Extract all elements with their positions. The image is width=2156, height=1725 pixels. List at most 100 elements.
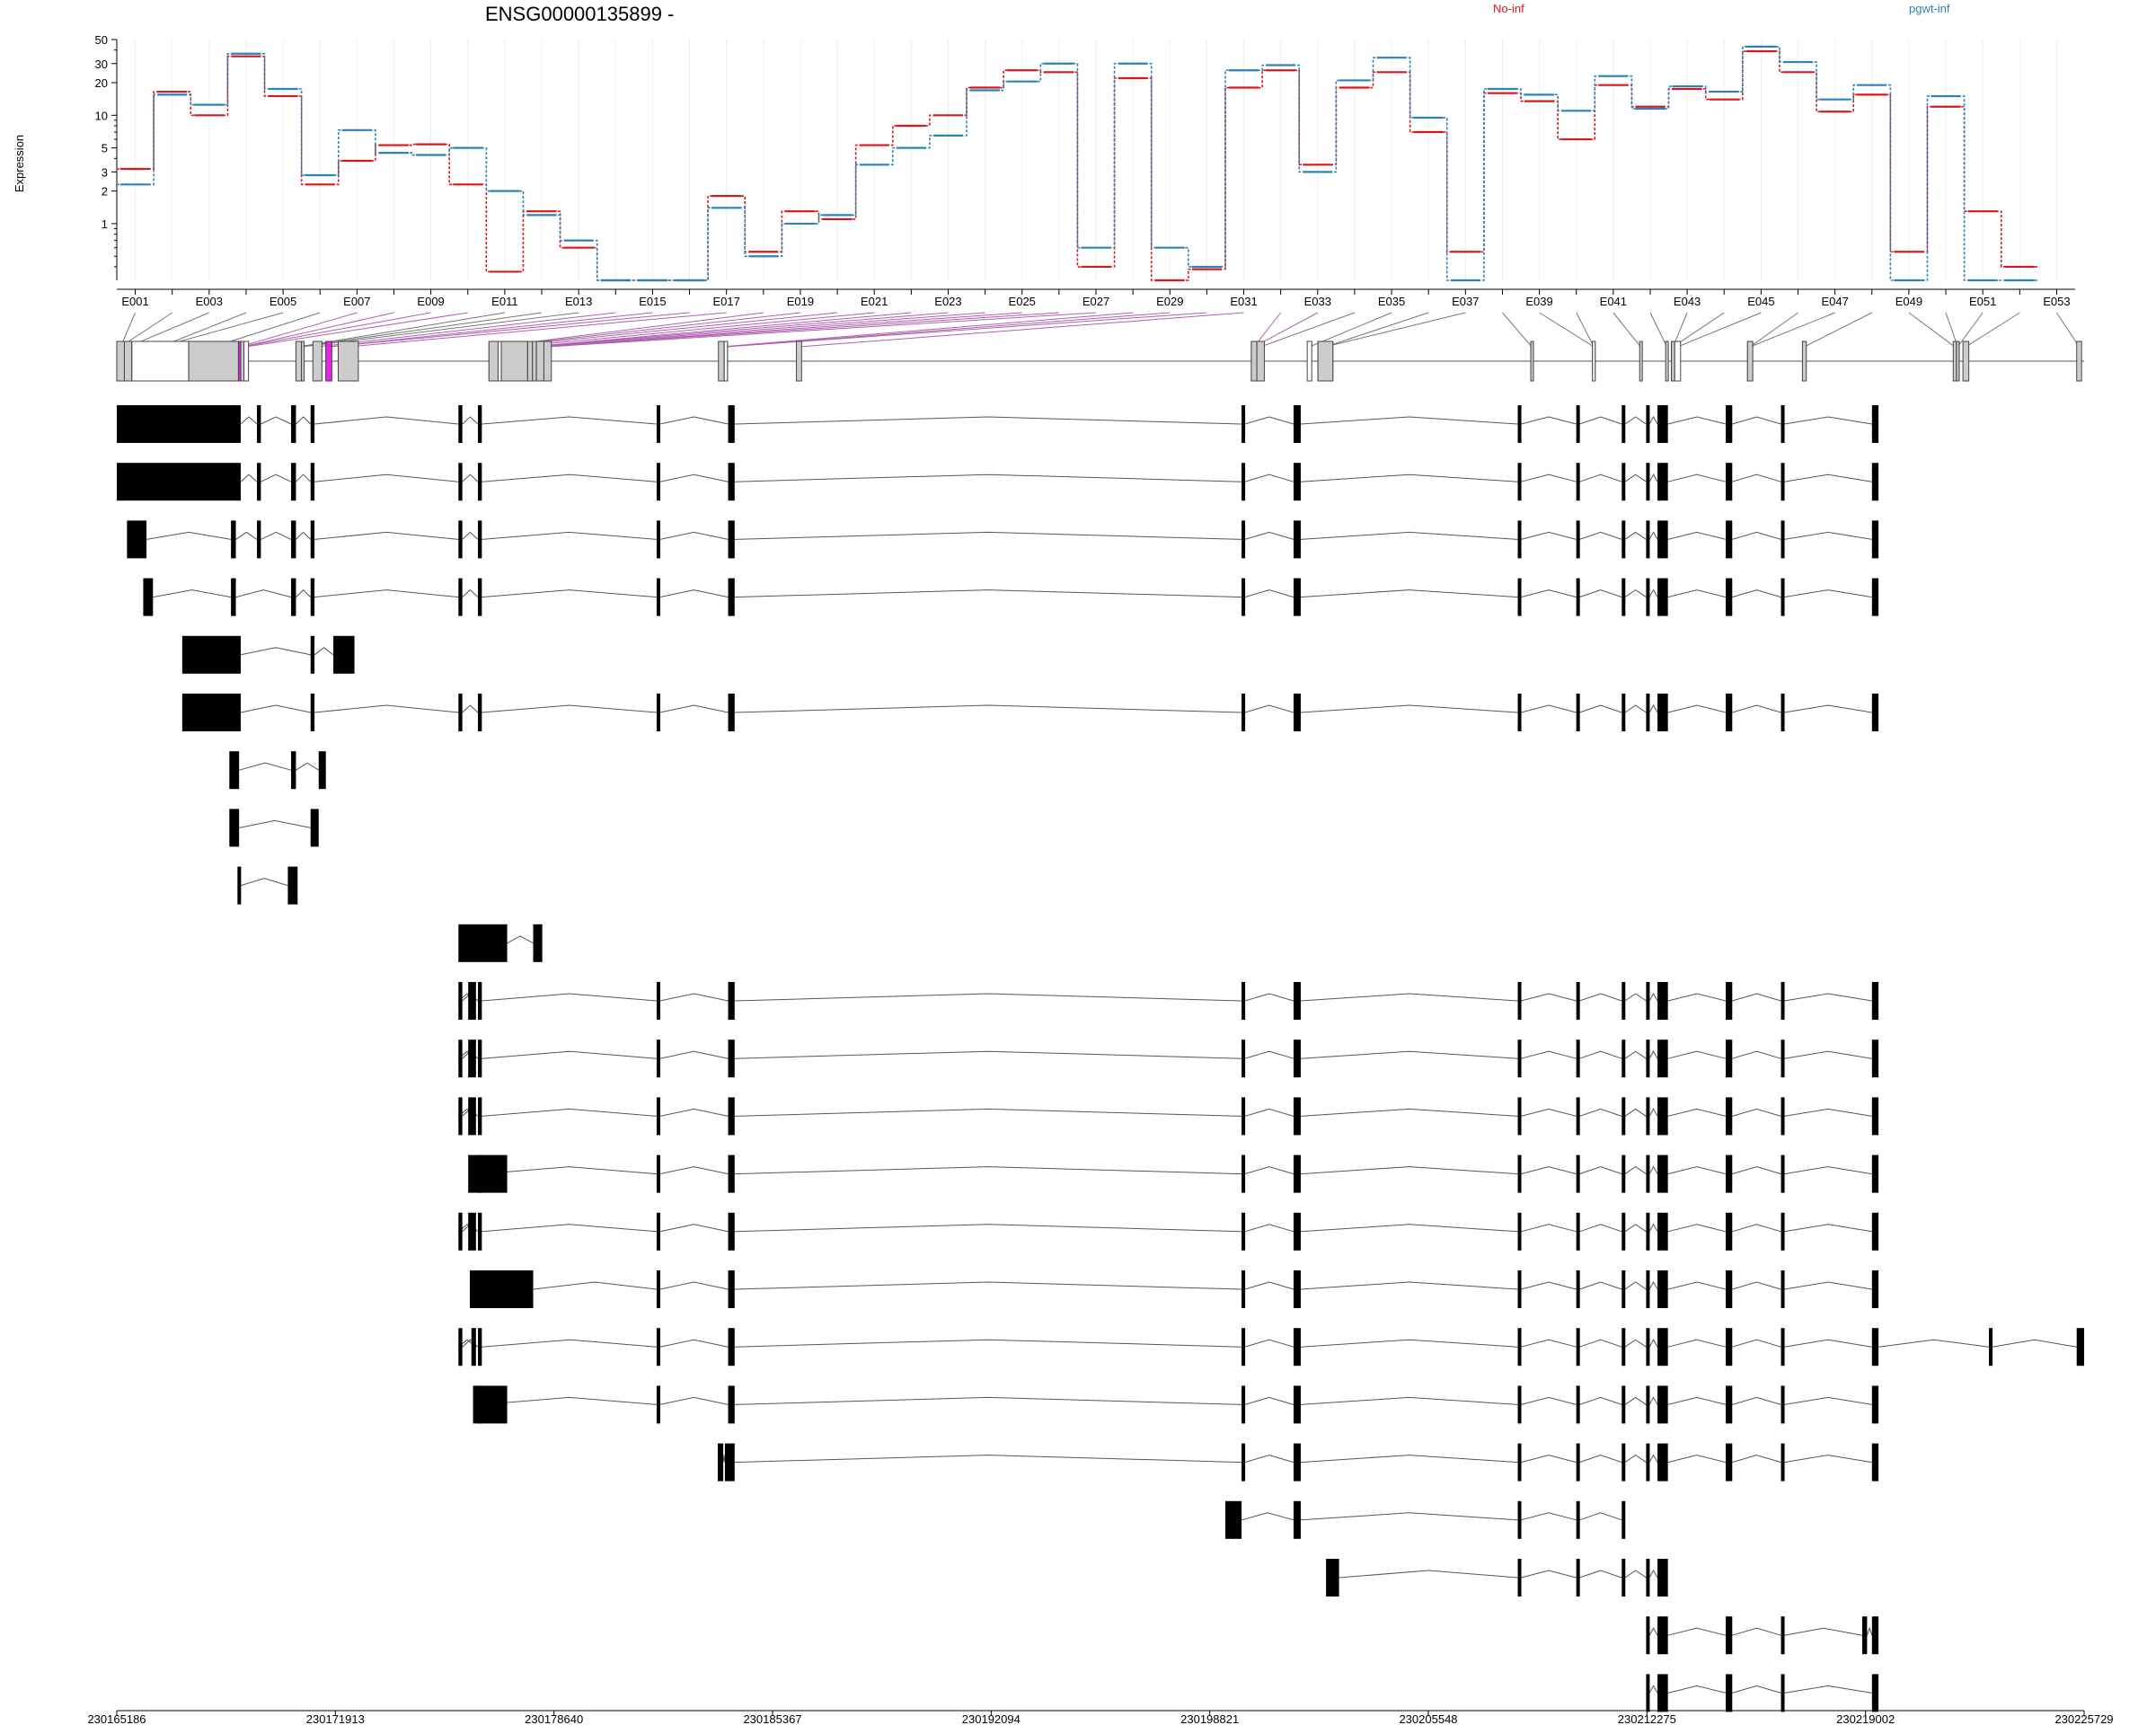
- exon-connector: [720, 312, 1134, 348]
- transcript-exon: [1293, 1212, 1301, 1251]
- x-tick-label: E051: [1969, 295, 1996, 308]
- transcript-exon: [656, 520, 660, 559]
- gene-model-exon: [131, 341, 190, 382]
- x-tick-label: E013: [565, 295, 592, 308]
- transcript-intron: [1667, 416, 1727, 425]
- x-tick-label: E043: [1674, 295, 1701, 308]
- transcript-exon: [1871, 1154, 1879, 1193]
- transcript-exon: [310, 635, 315, 674]
- y-axis: 1 2 3 5 10 20 30 50: [95, 33, 118, 280]
- transcript-intron: [1521, 589, 1577, 598]
- transcript-exon: [478, 1097, 482, 1136]
- transcript-intron: [1244, 1396, 1294, 1405]
- transcript-exon: [1726, 1443, 1733, 1482]
- x-tick-label: E031: [1230, 295, 1257, 308]
- transcript-intron: [482, 1224, 658, 1233]
- transcript-exon: [229, 751, 240, 790]
- transcript-exon: [533, 924, 543, 962]
- transcript-intron: [1667, 1108, 1727, 1117]
- transcript-exon: [1241, 1154, 1246, 1193]
- gene-model-exon: [337, 341, 359, 382]
- transcript-intron: [261, 473, 292, 482]
- transcript-intron: [659, 1050, 729, 1059]
- transcript-exon: [656, 694, 660, 731]
- transcript-exon: [728, 520, 735, 559]
- transcript-exon: [229, 809, 240, 847]
- transcript-exon: [1576, 982, 1580, 1020]
- transcript-exon: [1576, 463, 1580, 501]
- transcript-intron: [296, 588, 312, 597]
- transcript-exon: [1576, 1559, 1580, 1597]
- transcript-intron: [1521, 1108, 1577, 1117]
- transcript-intron: [1521, 1570, 1577, 1579]
- transcript-exon: [1726, 405, 1733, 443]
- transcript-intron: [1667, 993, 1727, 1002]
- transcript-intron: [1784, 531, 1872, 540]
- transcript-exon: [1657, 982, 1668, 1020]
- transcript-exon: [728, 578, 735, 616]
- transcript-intron: [1521, 1224, 1577, 1233]
- transcript-exon: [478, 982, 482, 1020]
- transcript-exon: [471, 1328, 476, 1367]
- transcript-intron: [314, 416, 459, 425]
- transcript-exon: [656, 1097, 660, 1136]
- transcript-exon: [1241, 1097, 1246, 1136]
- transcript-intron: [1624, 1281, 1647, 1290]
- transcript-exon: [1576, 1385, 1580, 1424]
- x-tick-label: E019: [787, 295, 814, 308]
- transcript-exon: [291, 578, 296, 616]
- transcript-exon: [724, 1443, 729, 1482]
- transcript-exon: [1621, 1328, 1626, 1367]
- transcript-exon: [469, 1270, 534, 1308]
- transcript-exon: [1241, 694, 1246, 731]
- transcript-intron: [734, 1050, 1242, 1059]
- transcript-exon: [1621, 520, 1626, 559]
- transcript-exon: [1657, 1270, 1668, 1308]
- gene-model-exon: [301, 341, 305, 382]
- exon-connector: [239, 312, 358, 348]
- gene-model-exon: [718, 341, 725, 382]
- transcript-intron: [734, 589, 1242, 598]
- transcript-intron: [1244, 1455, 1294, 1464]
- transcript-intron: [1732, 1281, 1781, 1290]
- genomic-tick-label: 230178640: [525, 1712, 583, 1725]
- transcript-intron: [1667, 1339, 1727, 1348]
- transcript-intron: [1648, 588, 1658, 597]
- transcript-exon: [468, 1097, 476, 1136]
- transcript-intron: [1300, 704, 1518, 713]
- exon-connector: [1502, 312, 1533, 348]
- y-tick-label: 30: [95, 58, 108, 71]
- transcript-exon: [1621, 1270, 1626, 1308]
- exon-connector: [530, 312, 949, 348]
- transcript-exon: [1657, 520, 1668, 559]
- transcript-exon: [1780, 1097, 1785, 1136]
- transcript-exon: [1726, 1270, 1733, 1308]
- transcript-intron: [482, 993, 658, 1002]
- transcript-intron: [314, 704, 459, 713]
- transcript-exon: [1726, 1674, 1733, 1712]
- transcript-exon: [1657, 1154, 1668, 1193]
- transcript-intron: [1521, 1455, 1577, 1464]
- transcript-intron: [296, 531, 312, 540]
- transcript-exon: [1293, 982, 1301, 1020]
- gene-model-exon: [1746, 341, 1754, 382]
- transcript-exon: [1726, 1039, 1733, 1078]
- transcript-exon: [1241, 578, 1246, 616]
- x-tick-label: E041: [1600, 295, 1627, 308]
- gene-model-exon: [796, 341, 802, 382]
- gene-model-exon: [312, 341, 323, 382]
- transcript-intron: [1624, 1396, 1647, 1405]
- transcript-track: [468, 1154, 1879, 1193]
- transcript-intron: [1784, 1685, 1872, 1694]
- transcript-exon: [478, 694, 482, 731]
- transcript-intron: [482, 1108, 658, 1117]
- gene-model-exon: [1956, 341, 1960, 382]
- transcript-exon: [1989, 1328, 1993, 1367]
- transcript-intron: [1579, 1396, 1622, 1405]
- transcript-intron: [659, 1166, 729, 1175]
- transcript-intron: [1624, 416, 1647, 425]
- transcript-intron: [1667, 531, 1727, 540]
- transcript-exon: [1621, 1212, 1626, 1251]
- transcript-track: [458, 924, 543, 962]
- transcript-exon: [1576, 1097, 1580, 1136]
